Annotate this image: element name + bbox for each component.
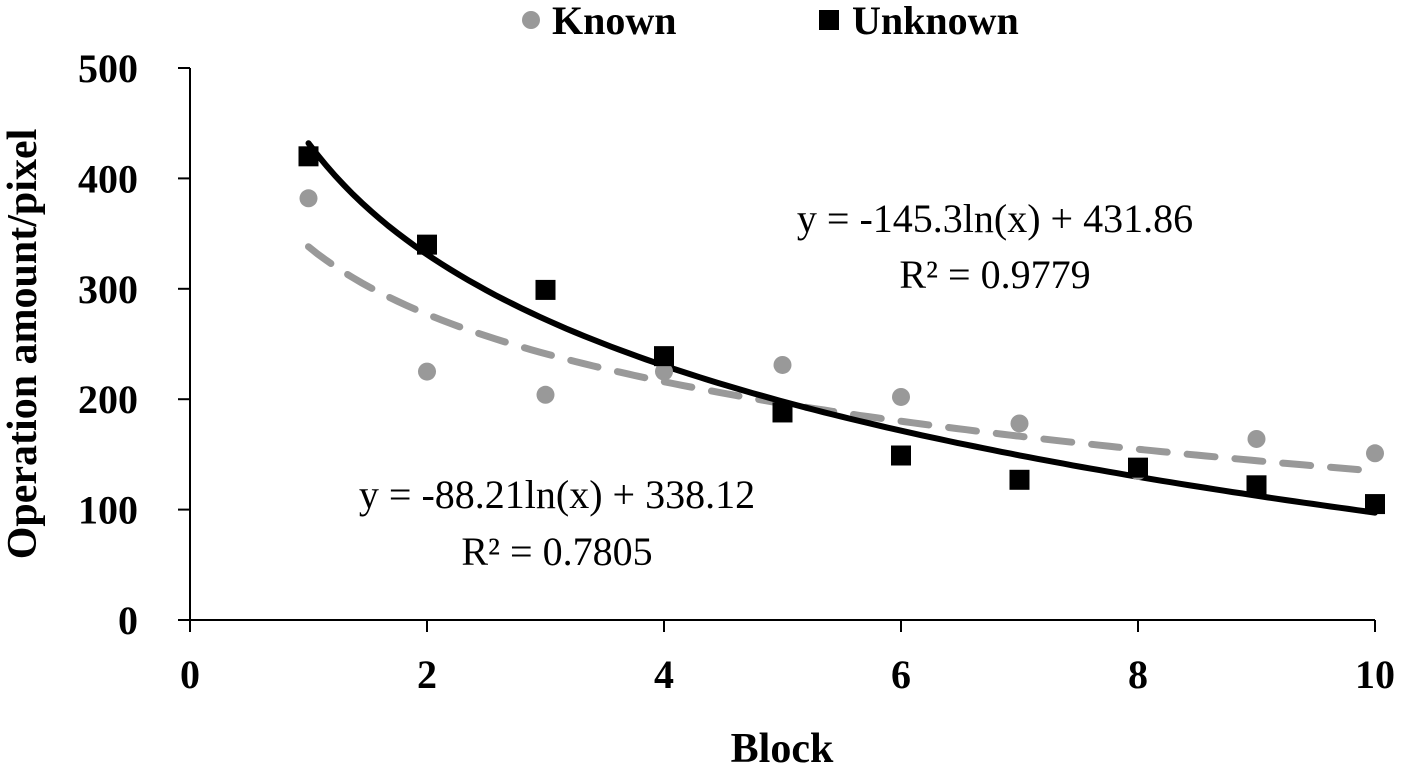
point-unknown [772, 402, 793, 423]
point-unknown [417, 234, 437, 255]
point-known [1010, 414, 1029, 433]
point-unknown [1246, 475, 1267, 496]
point-unknown [1009, 469, 1030, 490]
point-known [299, 189, 318, 208]
point-unknown [298, 146, 319, 167]
trendline-unknown [305, 140, 1378, 516]
legend-unknown-label: Unknown [852, 0, 1019, 43]
data-points [298, 146, 1385, 515]
known-trend-r2: R² = 0.7805 [461, 529, 652, 574]
y-tick-label: 0 [118, 598, 138, 643]
legend: Known Unknown [522, 0, 1019, 43]
point-unknown [891, 445, 911, 466]
y-tick-label: 300 [78, 267, 138, 312]
y-axis-title: Operation amount/pixel [0, 129, 46, 560]
x-tick-label: 2 [417, 652, 437, 697]
x-axis-title: Block [731, 726, 834, 768]
annotations: y = -145.3ln(x) + 431.86 R² = 0.9779 y =… [359, 196, 1193, 574]
legend-unknown-marker [819, 10, 839, 30]
unknown-trend-equation: y = -145.3ln(x) + 431.86 [797, 196, 1193, 241]
known-trend-equation: y = -88.21ln(x) + 338.12 [359, 472, 755, 517]
x-tick-label: 8 [1128, 652, 1148, 697]
point-known [418, 362, 436, 381]
x-tick-label: 6 [891, 652, 911, 697]
y-tick-label: 100 [78, 488, 138, 533]
trendline-known [305, 243, 1379, 475]
point-known [1247, 429, 1266, 448]
x-tick-label: 0 [180, 652, 200, 697]
unknown-trend-r2: R² = 0.9779 [899, 252, 1090, 297]
point-known [536, 385, 555, 404]
trendlines [305, 140, 1379, 516]
y-tick-label: 400 [78, 156, 138, 201]
point-unknown [535, 279, 556, 300]
y-ticks: 0 100 200 300 400 500 [78, 46, 190, 643]
point-known [655, 362, 673, 381]
y-tick-label: 200 [78, 377, 138, 422]
x-ticks: 0 2 4 6 8 10 [180, 620, 1395, 697]
point-known [1366, 444, 1384, 463]
point-unknown [1365, 494, 1385, 515]
legend-known-marker [522, 11, 540, 29]
axes [189, 68, 1375, 621]
x-tick-label: 10 [1355, 652, 1395, 697]
point-known [892, 387, 910, 406]
legend-known-label: Known [552, 0, 677, 43]
point-known [773, 355, 792, 374]
y-tick-label: 500 [78, 46, 138, 91]
point-unknown [1128, 457, 1148, 478]
x-tick-label: 4 [654, 652, 674, 697]
point-unknown [654, 346, 674, 367]
